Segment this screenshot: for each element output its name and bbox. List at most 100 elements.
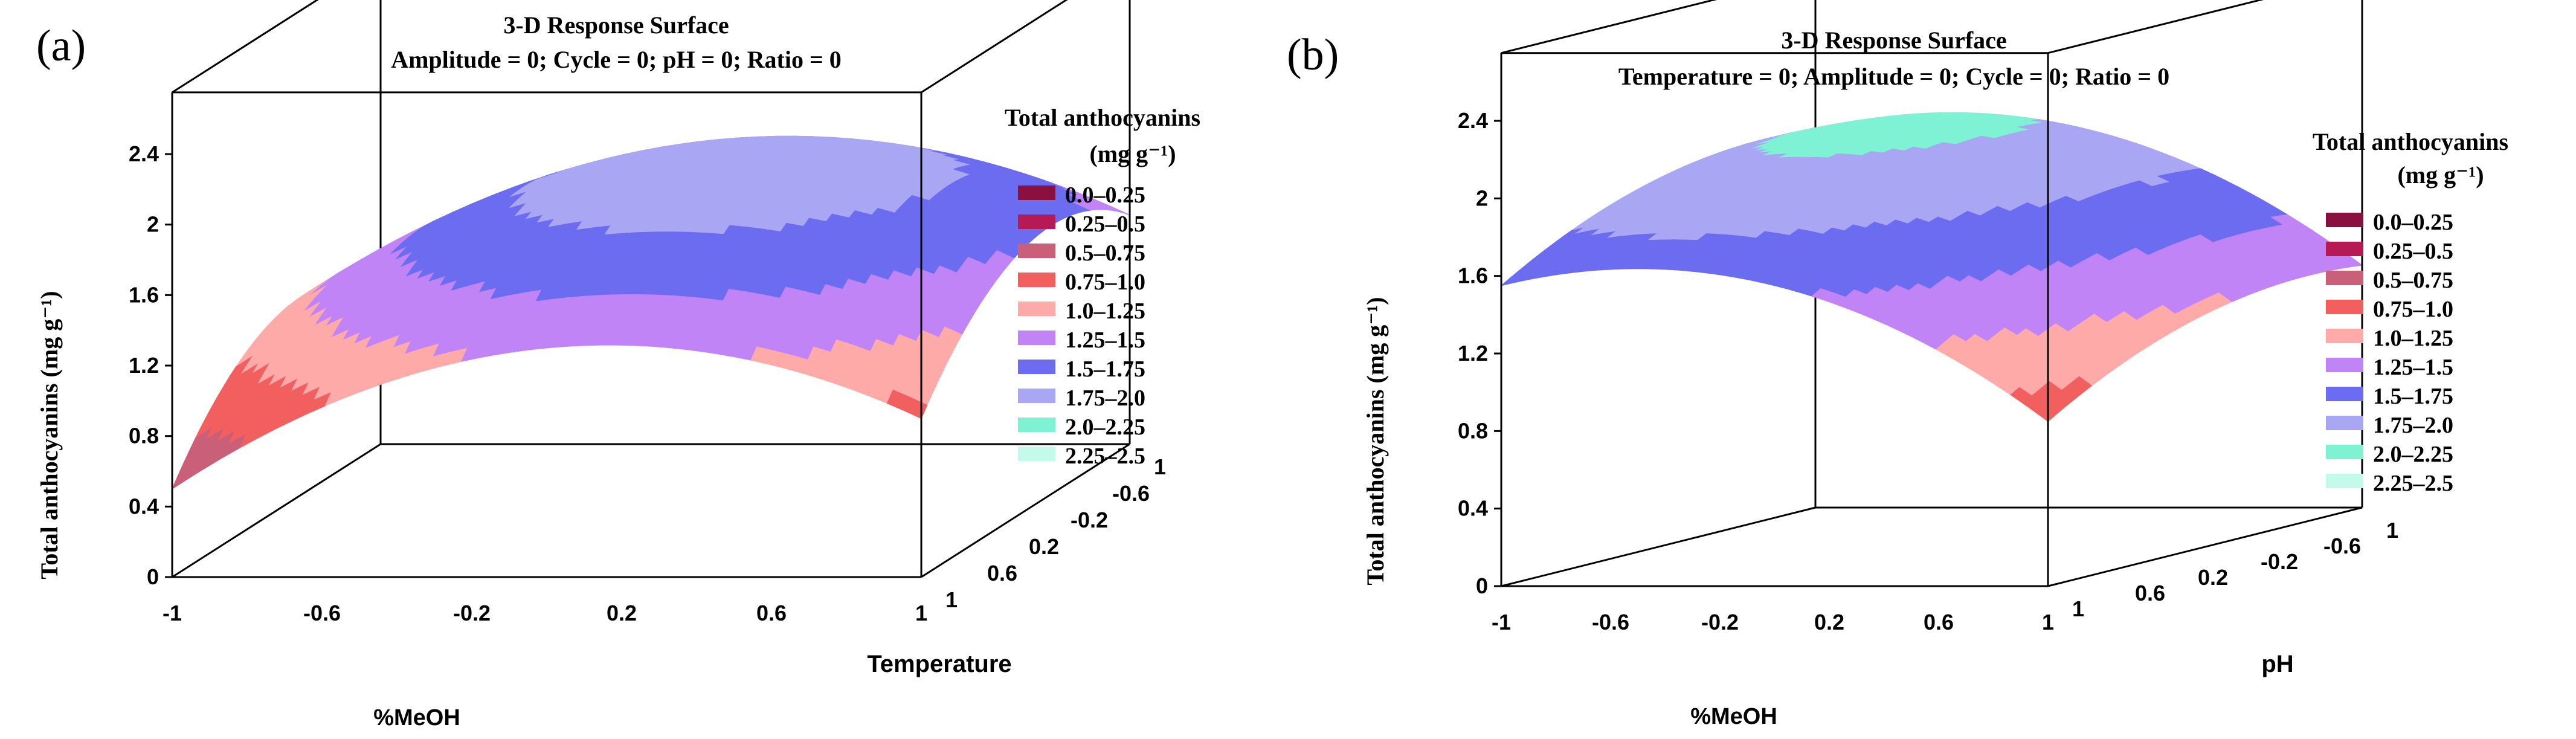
legend-swatch xyxy=(2326,300,2363,314)
x-tick-label: 0.6 xyxy=(1924,610,1954,634)
z-tick-label: 1.6 xyxy=(129,282,159,307)
x-tick-label: -1 xyxy=(1492,610,1511,634)
y-tick-label: 0.2 xyxy=(1029,534,1059,559)
z-tick-label: 2.4 xyxy=(129,141,159,166)
legend-swatch xyxy=(1018,389,1055,403)
y-tick-label: -0.6 xyxy=(2323,534,2361,558)
box-edge-top-left xyxy=(1501,0,1718,54)
legend-swatch xyxy=(1018,302,1055,316)
z-tick-label: 0.8 xyxy=(129,424,159,448)
chart-subtitle: Temperature = 0; Amplitude = 0; Cycle = … xyxy=(1618,63,2169,90)
x-tick-label: -0.6 xyxy=(303,601,341,625)
legend-swatch xyxy=(2326,271,2363,285)
chart-subtitle: Amplitude = 0; Cycle = 0; pH = 0; Ratio … xyxy=(391,46,842,73)
z-tick-label: 2 xyxy=(147,212,159,237)
chart-title: 3-D Response Surface xyxy=(503,11,729,39)
x-tick-label: 0.2 xyxy=(1814,610,1844,634)
legend-entry-label: 0.75–1.0 xyxy=(1065,269,1145,295)
y-axis-label: pH xyxy=(2261,651,2293,677)
legend-entry-label: 0.5–0.75 xyxy=(2373,268,2453,293)
x-tick-label: 0.2 xyxy=(607,601,637,625)
panel-b: (b) 3-D Response Surface Temperature = 0; … xyxy=(1287,0,2508,729)
z-tick-label: 2.4 xyxy=(1458,108,1488,133)
z-tick-label: 1.6 xyxy=(1458,263,1488,288)
legend-entry-label: 2.0–2.25 xyxy=(1065,415,1145,440)
x-tick-label: -0.6 xyxy=(1592,610,1629,634)
box-edge-top-left xyxy=(172,0,319,94)
x-axis-label: %MeOH xyxy=(1690,704,1777,729)
legend-entry-label: 0.5–0.75 xyxy=(1065,240,1145,266)
legend-entry-label: 1.0–1.25 xyxy=(2373,326,2453,351)
legend-entry-label: 0.0–0.25 xyxy=(2373,210,2453,235)
legend-swatch xyxy=(1018,273,1055,287)
z-tick-label: 0 xyxy=(147,564,159,589)
box-edge-top-right xyxy=(2047,0,2264,54)
legend-swatch xyxy=(1018,186,1055,200)
legend-swatch xyxy=(1018,215,1055,229)
box-edge-floor-left xyxy=(1501,506,1816,587)
legend-entry-label: 1.25–1.5 xyxy=(1065,328,1145,353)
x-tick-label: -1 xyxy=(163,601,182,625)
y-tick-label: 0.6 xyxy=(987,561,1017,586)
y-tick-label: 0.6 xyxy=(2135,581,2165,605)
legend-swatch xyxy=(1018,244,1055,258)
legend-swatch xyxy=(2326,213,2363,227)
z-tick-label: 2 xyxy=(1476,186,1488,210)
y-tick-label: -0.6 xyxy=(1112,481,1150,506)
legend-swatch xyxy=(1018,360,1055,374)
legend-swatch xyxy=(2326,358,2363,372)
z-axis-label: Total anthocyanins (mg g⁻¹) xyxy=(1362,297,1389,585)
z-tick-label: 1.2 xyxy=(1458,341,1488,366)
y-tick-label: 1 xyxy=(2072,596,2084,621)
x-tick-label: 0.6 xyxy=(756,601,787,625)
legend-entry-label: 1.5–1.75 xyxy=(2373,384,2453,409)
x-axis-label: %MeOH xyxy=(373,705,460,731)
legend-entry-label: 1.75–2.0 xyxy=(1065,386,1145,411)
y-tick-label: -0.2 xyxy=(1071,508,1108,532)
legend-swatch xyxy=(2326,474,2363,488)
box-edge-floor-right xyxy=(2047,506,2363,587)
y-tick-label: 1 xyxy=(1154,454,1166,479)
legend-swatch xyxy=(2326,387,2363,401)
legend-entry-label: 2.25–2.5 xyxy=(2373,471,2453,496)
box-edge-floor-right xyxy=(921,443,1130,578)
legend-swatch xyxy=(1018,331,1055,345)
legend-entry-label: 1.75–2.0 xyxy=(2373,413,2453,438)
legend-swatch xyxy=(2326,329,2363,343)
legend-entry-label: 1.25–1.5 xyxy=(2373,355,2453,380)
legend-title: Total anthocyanins xyxy=(2313,128,2508,155)
y-tick-label: 1 xyxy=(2386,518,2398,543)
surface xyxy=(1501,112,2363,422)
y-axis-label: Temperature xyxy=(867,651,1011,677)
z-tick-label: 0.8 xyxy=(1458,418,1488,443)
legend-swatch xyxy=(2326,445,2363,459)
legend-entry-label: 2.0–2.25 xyxy=(2373,442,2453,467)
panel-label: (b) xyxy=(1287,30,1339,80)
legend-entry-label: 0.25–0.5 xyxy=(2373,239,2453,264)
legend-entry-label: 0.75–1.0 xyxy=(2373,297,2453,322)
x-tick-label: -0.2 xyxy=(1701,610,1739,634)
legend-entry-label: 0.25–0.5 xyxy=(1065,211,1145,237)
box-edge-top-right xyxy=(921,0,1068,94)
z-tick-label: 0.4 xyxy=(1458,496,1488,521)
y-tick-label: -0.2 xyxy=(2261,549,2298,574)
chart-title: 3-D Response Surface xyxy=(1781,27,2006,54)
panel-label: (a) xyxy=(36,21,86,71)
legend-swatch xyxy=(1018,447,1055,461)
x-tick-label: -0.2 xyxy=(453,601,491,625)
legend-entry-label: 1.5–1.75 xyxy=(1065,357,1145,382)
z-tick-label: 1.2 xyxy=(129,353,159,378)
z-tick-label: 0.4 xyxy=(129,494,159,518)
box-edge-floor-left xyxy=(172,443,381,578)
legend-title-unit: (mg g⁻¹) xyxy=(1089,140,1176,167)
legend-title: Total anthocyanins xyxy=(1005,104,1200,131)
legend-title-unit: (mg g⁻¹) xyxy=(2397,161,2484,189)
x-tick-label: 1 xyxy=(915,601,927,625)
y-tick-label: 0.2 xyxy=(2198,565,2228,590)
z-axis-label: Total anthocyanins (mg g⁻¹) xyxy=(36,291,63,579)
surface xyxy=(171,135,1130,490)
x-tick-label: 1 xyxy=(2042,610,2054,634)
panel-a: (a) 3-D Response Surface Amplitude = 0; Cy… xyxy=(36,0,1200,731)
z-tick-label: 0 xyxy=(1476,573,1488,598)
